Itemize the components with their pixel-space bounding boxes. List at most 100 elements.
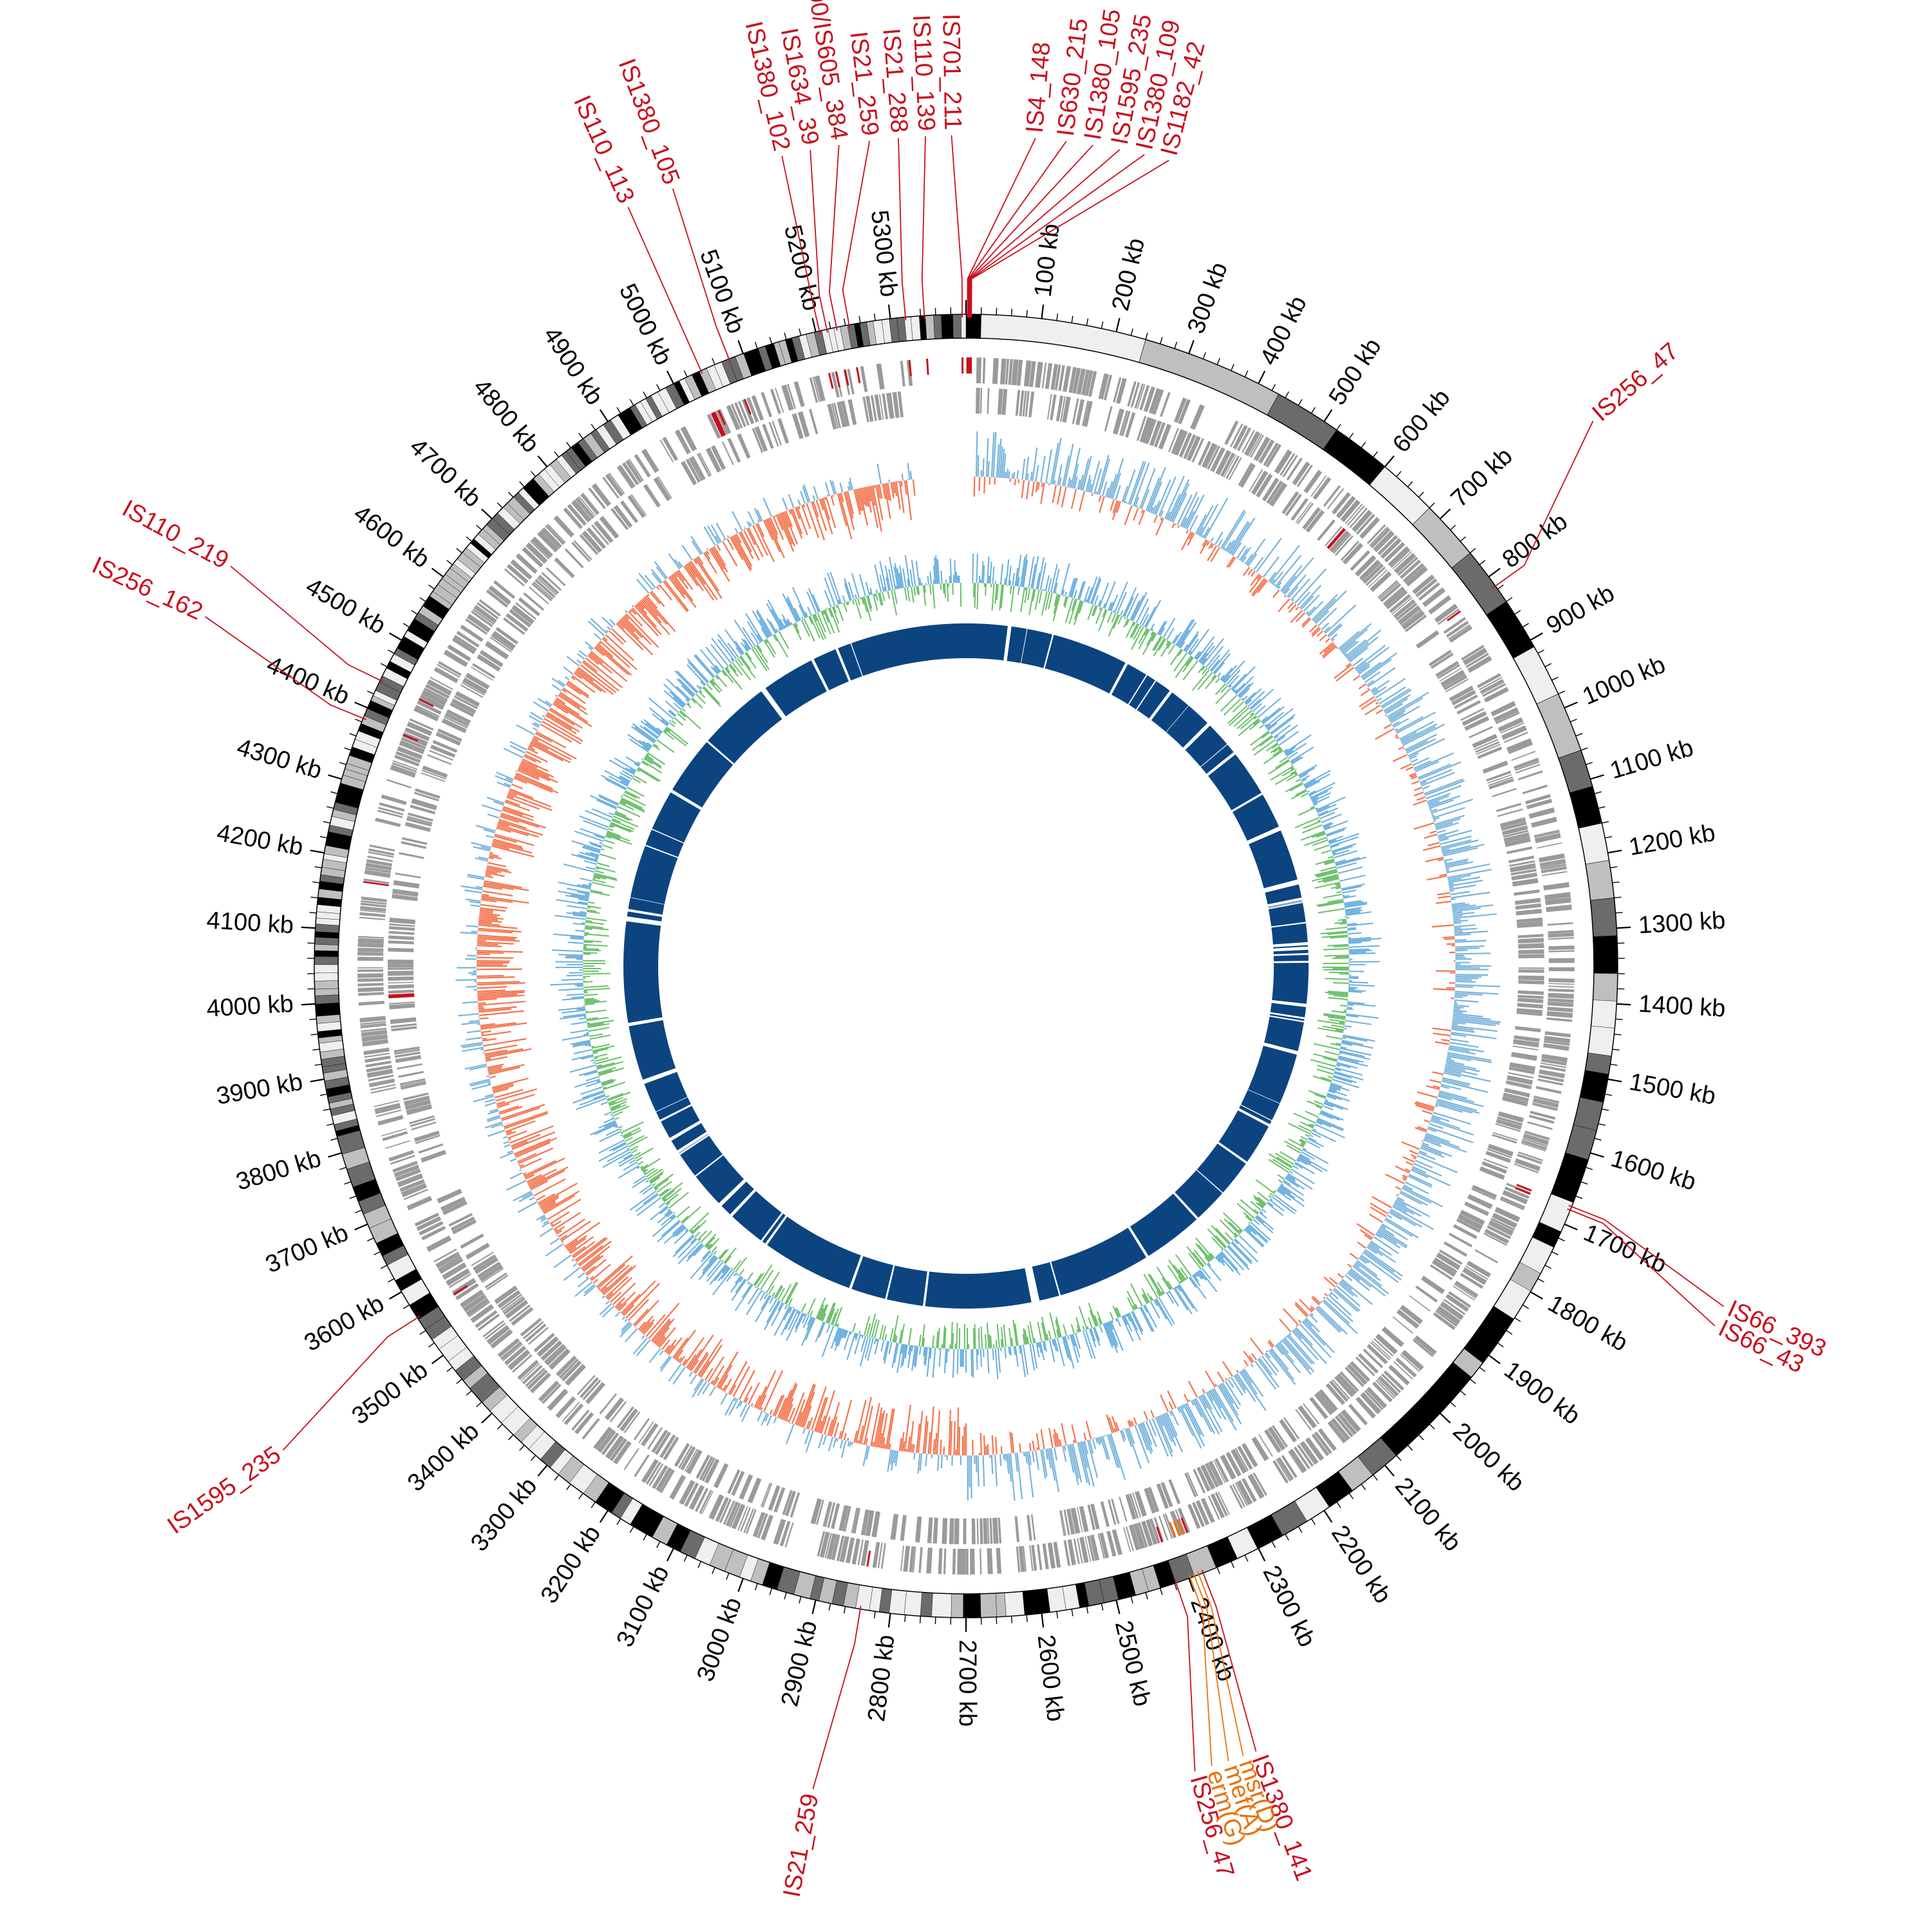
cds-reverse — [837, 401, 847, 428]
skew-bar-negative — [506, 1131, 516, 1136]
skew-bar-positive — [1198, 1396, 1220, 1435]
cds-forward — [451, 637, 476, 654]
skew-bar-negative — [688, 562, 706, 585]
skew-bar-positive — [1430, 808, 1438, 813]
tick-label: 1100 kb — [1607, 734, 1696, 784]
skew-bar-positive — [1315, 1307, 1341, 1333]
skew-bar-positive — [688, 1371, 693, 1377]
gc-bar-low — [1141, 1294, 1148, 1304]
gc-bar-low — [1317, 1019, 1345, 1026]
gc-bar-high — [1217, 672, 1222, 677]
skew-bar-negative — [527, 748, 538, 754]
gc-bar-high — [1036, 573, 1041, 590]
cds-forward — [745, 1509, 757, 1534]
cds-reverse — [737, 433, 751, 459]
skew-bar-negative — [900, 1432, 905, 1452]
gc-bar-high — [1338, 1056, 1359, 1063]
cds-forward — [669, 1475, 687, 1500]
cds-forward — [725, 1501, 739, 1527]
skew-bar-negative — [639, 1315, 654, 1332]
gc-bar-high — [1286, 743, 1307, 757]
cds-reverse — [1175, 430, 1188, 456]
major-tick — [1439, 508, 1451, 520]
gc-bar-high — [1267, 1201, 1274, 1207]
skew-bar-positive — [1220, 509, 1245, 549]
cds-forward — [900, 1545, 904, 1571]
major-tick — [1590, 774, 1604, 780]
gc-bar-high — [563, 863, 595, 873]
gc-bar-low — [1298, 807, 1316, 816]
gc-bar-high — [554, 914, 586, 920]
gc-bar-high — [1123, 596, 1134, 618]
gc-bar-low — [1095, 607, 1103, 624]
skew-bar-negative — [763, 1370, 784, 1412]
cds-forward — [1158, 1515, 1169, 1541]
cds-forward — [1250, 434, 1264, 458]
cds-forward — [433, 1248, 457, 1263]
gc-bar-high — [1332, 1078, 1359, 1088]
skew-bar-positive — [1155, 1417, 1173, 1457]
cds-forward — [1054, 364, 1061, 391]
ideogram-band — [1578, 822, 1609, 865]
skew-bar-positive — [1345, 629, 1382, 659]
gc-bar-low — [624, 791, 637, 799]
tick-label: 2300 kb — [1257, 1561, 1320, 1651]
skew-bar-negative — [650, 1318, 670, 1341]
skew-bar-positive — [1158, 477, 1177, 516]
cds-reverse — [1220, 1454, 1236, 1480]
skew-bar-positive — [1305, 611, 1309, 615]
skew-bar-positive — [1369, 1242, 1380, 1250]
skew-bar-positive — [876, 464, 882, 484]
cds-reverse — [1367, 1343, 1388, 1365]
minor-tick — [1586, 1167, 1593, 1170]
skew-bar-negative — [1098, 495, 1102, 502]
major-tick — [328, 774, 342, 780]
skew-bar-negative — [489, 853, 499, 857]
cds-reverse — [390, 1023, 417, 1028]
skew-bar-negative — [769, 517, 779, 535]
gc-bar-low — [1048, 1330, 1052, 1340]
cds-reverse — [630, 494, 647, 516]
skew-bar-positive — [1417, 763, 1452, 779]
skew-bar-negative — [710, 547, 724, 570]
skew-bar-positive — [1394, 1202, 1415, 1215]
skew-bar-negative — [549, 1211, 570, 1225]
skew-bar-negative — [904, 480, 907, 495]
cds-forward — [961, 1548, 966, 1575]
cds-forward — [1224, 420, 1239, 445]
minor-tick — [530, 1455, 536, 1461]
gc-bar-high — [788, 1307, 793, 1314]
cds-forward — [525, 1367, 545, 1387]
gc-bar-low — [625, 790, 640, 799]
gc-bar-high — [677, 1238, 697, 1259]
cds-reverse — [942, 1518, 948, 1544]
gc-bar-low — [1323, 860, 1335, 864]
skew-bar-negative — [673, 573, 678, 578]
gc-bar-low — [1334, 883, 1341, 886]
gc-bar-high — [1056, 1338, 1065, 1367]
major-tick — [811, 1600, 817, 1615]
skew-bar-negative — [496, 827, 511, 833]
cds-reverse — [1062, 396, 1071, 423]
skew-bar-positive — [1271, 579, 1276, 584]
gc-bar-low — [746, 1272, 753, 1282]
skew-bar-positive — [1224, 1380, 1242, 1406]
skew-bar-positive — [1004, 471, 1007, 478]
gc-bar-low — [656, 1180, 672, 1193]
cds-forward — [455, 1283, 479, 1300]
minor-tick — [726, 1573, 730, 1580]
skew-bar-negative — [502, 808, 524, 816]
gc-bar-high — [1071, 577, 1078, 598]
minor-tick — [1202, 352, 1206, 359]
gc-bar-low — [1027, 1336, 1030, 1345]
skew-bar-positive — [1058, 477, 1062, 486]
skew-bar-negative — [1056, 486, 1062, 505]
cds-forward — [361, 900, 387, 905]
minor-tick — [1361, 442, 1366, 448]
cds-reverse — [1497, 1116, 1523, 1126]
skew-bar-positive — [509, 741, 527, 751]
gc-bar-low — [1115, 1307, 1122, 1317]
gc-bar-high — [737, 1274, 739, 1276]
skew-bar-negative — [871, 485, 883, 533]
skew-bar-negative — [632, 1309, 649, 1326]
